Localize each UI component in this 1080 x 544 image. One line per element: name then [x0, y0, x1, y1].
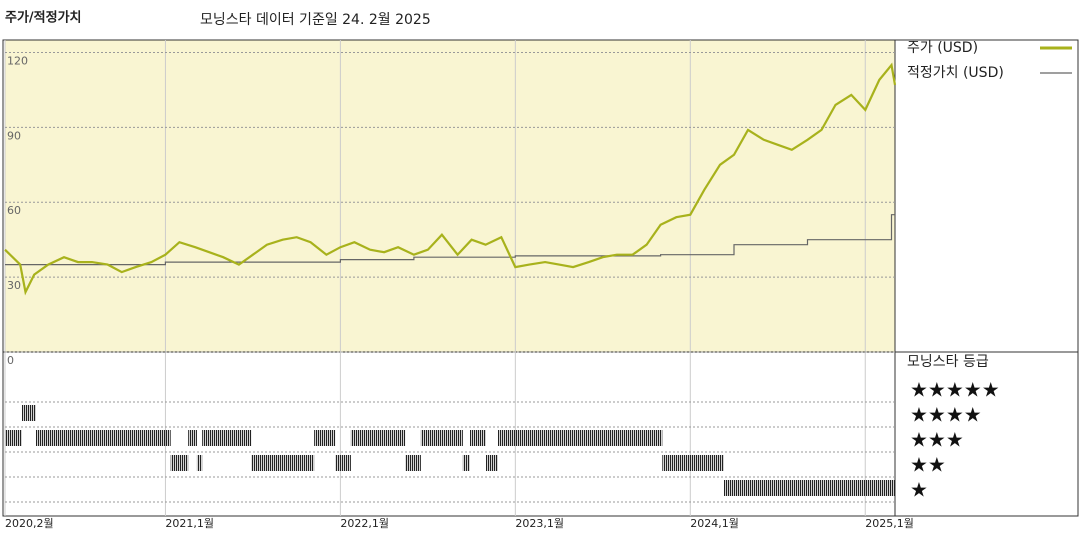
rating-bar: [497, 430, 663, 446]
x-tick-label: 2022,1월: [340, 517, 389, 530]
rating-bar: [188, 430, 197, 446]
rating-bar: [251, 455, 315, 471]
series-line: [4, 62, 897, 296]
rating-label: ★: [910, 478, 928, 502]
rating-bar: [202, 430, 252, 446]
y-tick-label: 90: [7, 129, 21, 142]
rating-bar: [462, 455, 470, 471]
x-tick-label: 2020,2월: [5, 517, 54, 530]
rating-bar: [196, 455, 203, 471]
y-tick-label: 30: [7, 279, 21, 292]
frame: [2, 39, 1079, 517]
rating-bar: [350, 430, 406, 446]
rating-bar: [35, 430, 171, 446]
x-tick-label: 2025,1월: [865, 517, 914, 530]
rating-bar: [5, 430, 22, 446]
rating-label: ★★★★: [910, 403, 982, 427]
rating-title: 모닝스타 등급: [907, 354, 989, 370]
legend-label: 적정가치 (USD): [907, 65, 1004, 81]
x-tick-label: 2023,1월: [515, 517, 564, 530]
rating-bar: [662, 455, 724, 471]
chart-title: 주가/적정가치: [5, 10, 82, 26]
x-tick-label: 2024,1월: [690, 517, 739, 530]
rating-bar: [723, 480, 895, 496]
rating-bar: [485, 455, 498, 471]
plot-background: [5, 40, 895, 352]
x-tick-label: 2021,1월: [165, 517, 214, 530]
rating-bar: [405, 455, 421, 471]
legend-label: 주가 (USD): [907, 40, 978, 56]
rating-label: ★★★: [910, 428, 964, 452]
y-tick-label: 120: [7, 54, 28, 67]
rating-label: ★★: [910, 453, 946, 477]
rating-label: ★★★★★: [910, 378, 1000, 402]
rating-bar: [170, 455, 189, 471]
y-tick-label: 60: [7, 204, 21, 217]
rating-bar: [335, 455, 351, 471]
series-line: [5, 214, 895, 266]
rating-bar: [21, 405, 36, 421]
subtitle: 모닝스타 데이터 기준일 24. 2월 2025: [200, 12, 431, 28]
y-tick-label: 0: [7, 354, 14, 367]
rating-bar: [420, 430, 463, 446]
rating-bar: [314, 430, 336, 446]
rating-bar: [469, 430, 486, 446]
